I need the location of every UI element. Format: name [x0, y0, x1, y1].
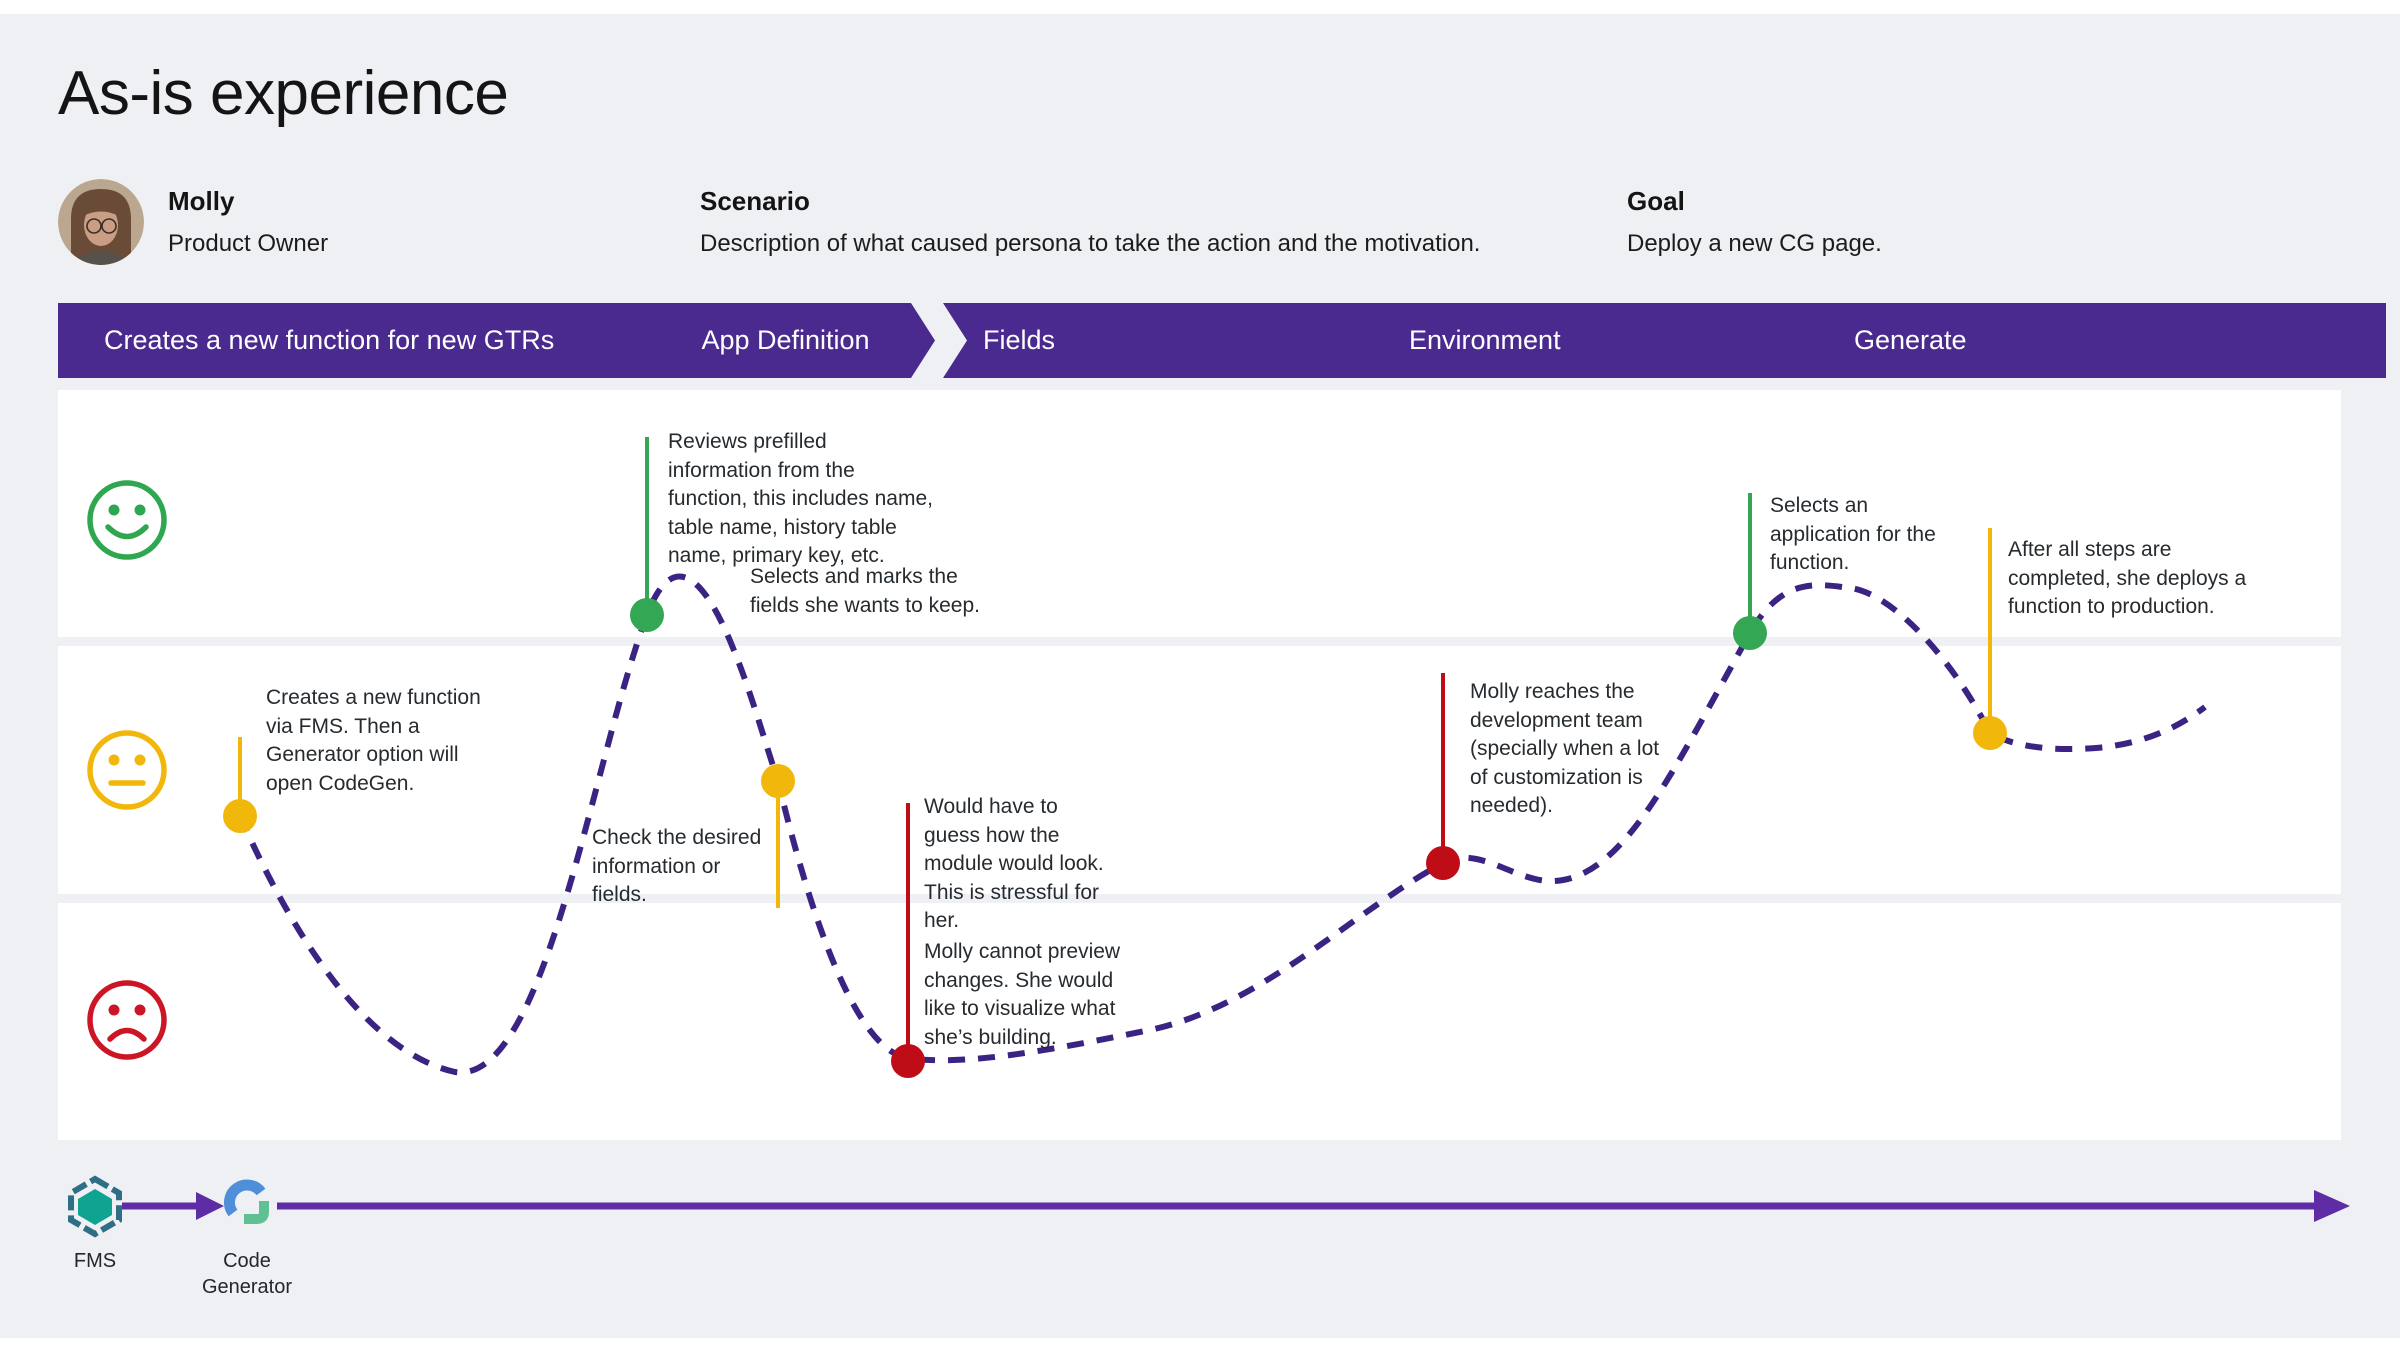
timeline-arrowhead-2: [2314, 1190, 2350, 1222]
persona-block: Molly Product Owner: [168, 186, 328, 258]
annotation-selects-application: Selects an application for the function.: [1770, 494, 1936, 575]
top-strip: [0, 0, 2400, 14]
page-title: As-is experience: [58, 59, 509, 128]
happy-face-icon: [87, 480, 167, 560]
annotation-start-fms: Creates a new function via FMS. Then a G…: [266, 686, 481, 795]
phase-bar: Creates a new function for new GTRs App …: [0, 303, 2400, 378]
persona-role: Product Owner: [168, 230, 329, 257]
annotation-selects-marks: Selects and marks the fields she wants t…: [750, 565, 980, 617]
fms-icon: [68, 1175, 122, 1238]
annotation-reaches-dev-team: Molly reaches the development team (spec…: [1470, 680, 1660, 818]
annotation-deploys-production: After all steps are completed, she deplo…: [2008, 538, 2247, 619]
annotation-cannot-preview: Molly cannot preview changes. She would …: [924, 940, 1121, 1049]
phase-generate: Generate: [1809, 303, 2386, 378]
avatar: [58, 179, 144, 265]
timeline-arrowhead-1: [196, 1192, 224, 1220]
code-generator-icon: [224, 1179, 269, 1224]
emotion-row-sad: [58, 903, 2341, 1140]
phase-app-definition: App Definition: [636, 303, 935, 378]
persona-name: Molly: [168, 186, 235, 216]
avatar-photo-placeholder: [58, 179, 144, 265]
bottom-strip: [0, 1338, 2400, 1350]
emotion-row-happy: [58, 390, 2341, 637]
annotation-check-fields: Check the desired information or fields.: [592, 826, 762, 907]
scenario-heading: Scenario: [700, 186, 810, 216]
annotation-guess-module: Would have to guess how the module would…: [924, 795, 1104, 933]
sad-face-icon: [87, 980, 167, 1060]
scenario-description: Description of what caused persona to ta…: [700, 230, 1481, 257]
annotation-reviews-prefilled: Reviews prefilled information from the f…: [668, 430, 933, 568]
neutral-face-icon: [87, 730, 167, 810]
scenario-block: Scenario Description of what caused pers…: [700, 186, 1480, 258]
goal-description: Deploy a new CG page.: [1627, 230, 1882, 257]
phase-fields: Fields: [943, 303, 1313, 378]
fms-label: FMS: [73, 1250, 117, 1272]
goal-block: Goal Deploy a new CG page.: [1627, 186, 1882, 258]
phase-creates-new-function: Creates a new function for new GTRs: [58, 303, 674, 378]
code-generator-label: Code Generator: [201, 1250, 293, 1298]
goal-heading: Goal: [1627, 186, 1685, 216]
